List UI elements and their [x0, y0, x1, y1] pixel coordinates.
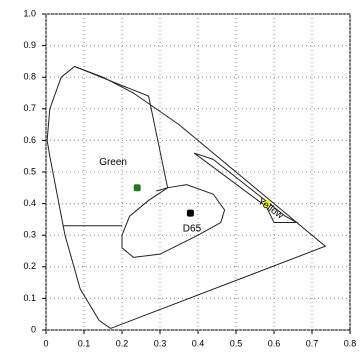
y-tick-label: 0.6	[23, 135, 36, 145]
outline	[121, 184, 226, 258]
x-tick-label: 0	[43, 338, 48, 348]
outline	[46, 65, 327, 329]
y-tick-label: 0.1	[23, 293, 36, 303]
annotation: Yellow	[256, 196, 286, 222]
y-tick-label: 0.3	[23, 230, 36, 240]
x-tick-label: 0.5	[230, 338, 243, 348]
y-tick-label: 0.4	[23, 198, 36, 208]
x-tick-label: 0.8	[344, 338, 357, 348]
annotation: Green	[99, 157, 127, 168]
y-tick-label: 0.2	[23, 261, 36, 271]
point	[186, 209, 194, 217]
outline	[193, 152, 299, 224]
x-tick-label: 0.7	[306, 338, 319, 348]
y-tick-label: 0.7	[23, 103, 36, 113]
outline	[74, 65, 169, 192]
point	[262, 200, 270, 208]
x-tick-label: 0.2	[116, 338, 129, 348]
x-tick-label: 0.3	[154, 338, 167, 348]
x-tick-label: 0.4	[192, 338, 205, 348]
y-tick-label: 1.0	[23, 8, 36, 18]
annotation: D65	[183, 224, 202, 235]
x-tick-label: 0.1	[78, 338, 91, 348]
y-tick-label: 0.8	[23, 72, 36, 82]
y-tick-label: 0.9	[23, 40, 36, 50]
y-tick-label: 0	[31, 324, 36, 334]
point	[133, 184, 141, 192]
x-tick-label: 0.6	[268, 338, 281, 348]
y-tick-label: 0.5	[23, 166, 36, 176]
